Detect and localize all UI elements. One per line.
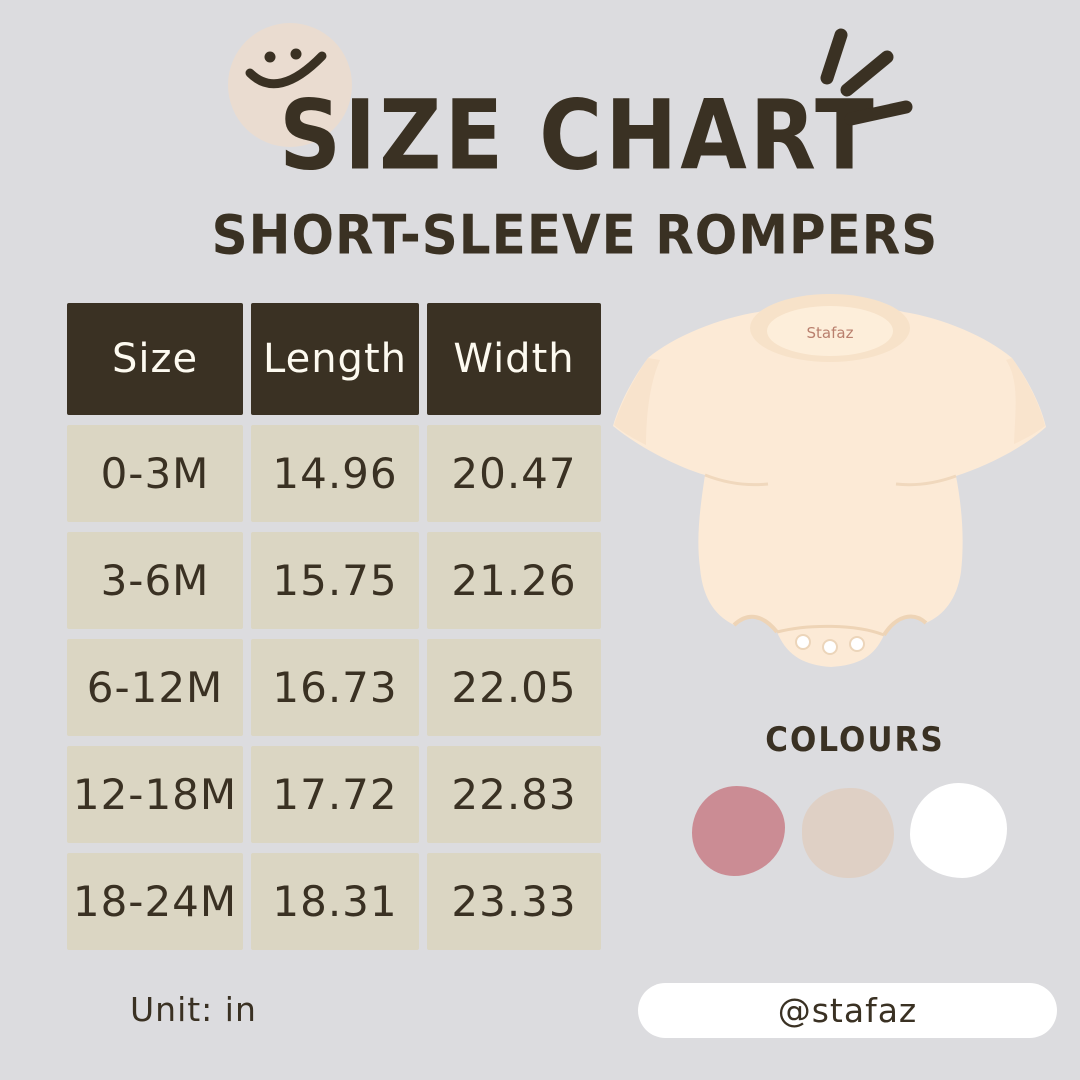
smiley-face-icon [228,23,352,147]
size-table: Size Length Width 0-3M 14.96 20.47 3-6M … [67,303,601,950]
colours-heading: COLOURS [765,720,945,760]
table-cell-length: 18.31 [251,853,419,950]
column-header-width: Width [427,303,601,415]
unit-note: Unit: in [130,990,257,1029]
table-cell-width: 20.47 [427,425,601,522]
page-title: SIZE CHART [279,80,877,192]
column-header-length: Length [251,303,419,415]
table-cell-size: 3-6M [67,532,243,629]
social-handle-text: @stafaz [777,991,918,1030]
page-subtitle: SHORT-SLEEVE ROMPERS [211,204,939,267]
colour-swatch-white [910,783,1007,878]
snap-button [822,639,838,655]
table-cell-width: 23.33 [427,853,601,950]
colour-swatch-pink [692,786,785,876]
table-cell-width: 21.26 [427,532,601,629]
column-header-size: Size [67,303,243,415]
table-cell-size: 12-18M [67,746,243,843]
sparkle-dashes-icon [820,28,913,126]
romper-body [613,306,1046,667]
table-cell-size: 6-12M [67,639,243,736]
romper-product-image: Stafaz [613,294,1046,667]
snap-button [849,636,865,652]
table-cell-size: 0-3M [67,425,243,522]
table-cell-size: 18-24M [67,853,243,950]
table-cell-length: 15.75 [251,532,419,629]
colour-swatch-beige [802,788,894,878]
smiley-face-drawing [245,48,327,89]
table-cell-length: 16.73 [251,639,419,736]
table-cell-length: 17.72 [251,746,419,843]
table-cell-length: 14.96 [251,425,419,522]
table-cell-width: 22.83 [427,746,601,843]
social-handle-pill: @stafaz [638,983,1057,1038]
neck-tag-label: Stafaz [807,324,854,342]
table-cell-width: 22.05 [427,639,601,736]
snap-button [795,634,811,650]
